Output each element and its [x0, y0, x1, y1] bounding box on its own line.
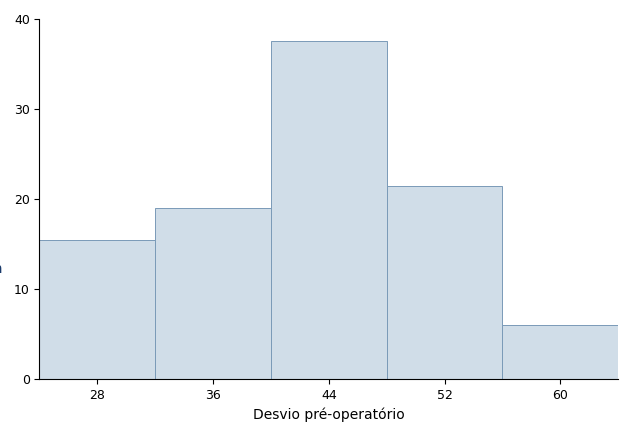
Text: m: m — [0, 262, 2, 276]
X-axis label: Desvio pré-operatório: Desvio pré-operatório — [253, 408, 404, 422]
Bar — [502, 325, 618, 379]
Bar — [271, 41, 387, 379]
Bar — [155, 208, 271, 379]
Bar — [387, 186, 502, 379]
Bar — [39, 240, 155, 379]
